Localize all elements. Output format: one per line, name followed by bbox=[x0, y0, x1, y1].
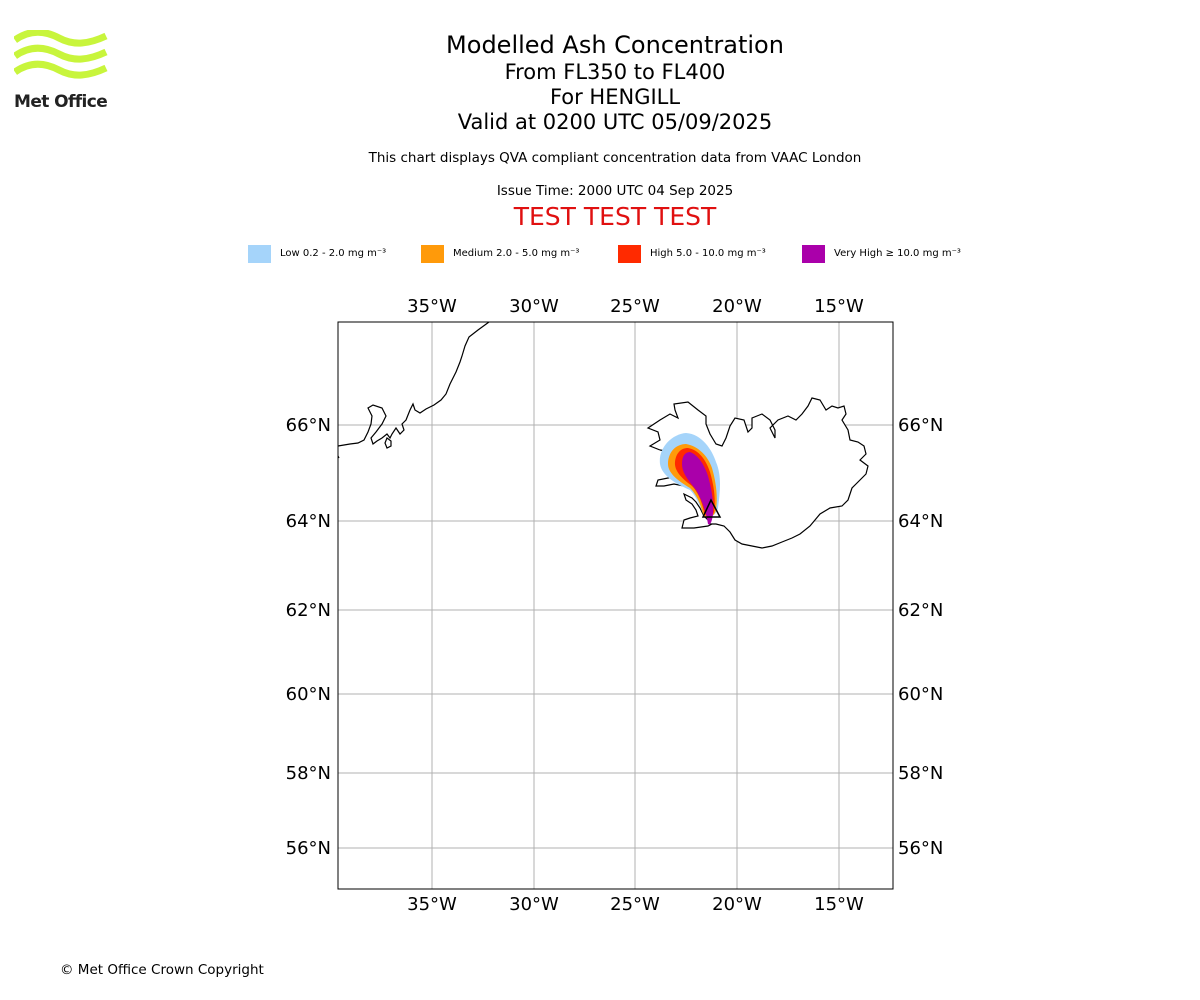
legend-label-high: High 5.0 - 10.0 mg m⁻³ bbox=[650, 248, 766, 259]
lat-tick-left: 62°N bbox=[286, 600, 331, 621]
location-label: For HENGILL bbox=[549, 85, 681, 109]
lat-tick-right: 62°N bbox=[898, 600, 943, 621]
lon-tick-top: 15°W bbox=[814, 296, 864, 317]
chart-title: Modelled Ash Concentration bbox=[446, 31, 784, 59]
legend-label-very-high: Very High ≥ 10.0 mg m⁻³ bbox=[834, 248, 961, 259]
lon-tick-top: 25°W bbox=[610, 296, 660, 317]
test-banner: TEST TEST TEST bbox=[513, 202, 717, 231]
legend-swatch-medium bbox=[421, 245, 444, 263]
greenland-coastline bbox=[337, 321, 490, 447]
legend-label-low: Low 0.2 - 2.0 mg m⁻³ bbox=[280, 248, 387, 259]
lat-tick-left: 64°N bbox=[286, 511, 331, 532]
chart-header: Modelled Ash Concentration From FL350 to… bbox=[0, 30, 1200, 231]
lat-tick-left: 56°N bbox=[286, 838, 331, 859]
map-frame bbox=[337, 321, 894, 890]
lat-tick-right: 60°N bbox=[898, 684, 943, 705]
issue-time: Issue Time: 2000 UTC 04 Sep 2025 bbox=[496, 183, 734, 199]
lat-tick-right: 56°N bbox=[898, 838, 943, 859]
ash-very-high-region bbox=[682, 452, 714, 525]
lon-tick-top: 30°W bbox=[509, 296, 559, 317]
lon-tick-top: 35°W bbox=[407, 296, 457, 317]
lat-tick-right: 58°N bbox=[898, 763, 943, 784]
lon-tick-bottom: 20°W bbox=[712, 894, 762, 915]
lat-tick-left: 60°N bbox=[286, 684, 331, 705]
lat-tick-right: 64°N bbox=[898, 511, 943, 532]
legend-label-medium: Medium 2.0 - 5.0 mg m⁻³ bbox=[453, 248, 580, 259]
lon-tick-bottom: 25°W bbox=[610, 894, 660, 915]
chart-description: This chart displays QVA compliant concen… bbox=[368, 150, 862, 166]
logo-text: Met Office bbox=[14, 92, 108, 112]
legend-swatch-high bbox=[618, 245, 641, 263]
lon-tick-bottom: 30°W bbox=[509, 894, 559, 915]
flight-levels: From FL350 to FL400 bbox=[504, 60, 726, 84]
lat-tick-left: 58°N bbox=[286, 763, 331, 784]
legend-swatch-very-high bbox=[802, 245, 825, 263]
met-office-logo: Met Office bbox=[12, 28, 109, 112]
lat-tick-right: 66°N bbox=[898, 415, 943, 436]
tick-labels: 35°W 30°W 25°W 20°W 15°W 35°W 30°W 25°W … bbox=[286, 296, 944, 915]
greenland-island bbox=[384, 437, 392, 449]
lon-tick-bottom: 15°W bbox=[814, 894, 864, 915]
ash-plume bbox=[659, 433, 720, 525]
valid-time: Valid at 0200 UTC 05/09/2025 bbox=[457, 110, 773, 134]
met-office-wave-icon bbox=[12, 28, 108, 79]
lon-tick-bottom: 35°W bbox=[407, 894, 457, 915]
lat-tick-left: 66°N bbox=[286, 415, 331, 436]
copyright-notice: © Met Office Crown Copyright bbox=[60, 962, 264, 978]
volcano-marker bbox=[701, 498, 722, 518]
lon-tick-top: 20°W bbox=[712, 296, 762, 317]
legend-swatch-low bbox=[248, 245, 271, 263]
